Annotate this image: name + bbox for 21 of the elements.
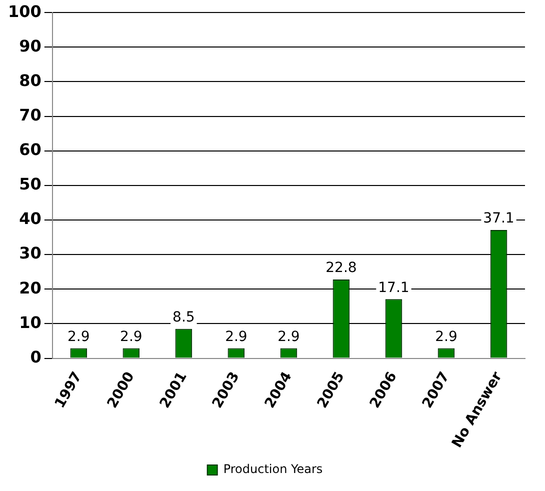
y-tick-label: 40	[19, 209, 42, 228]
legend-label: Production Years	[223, 462, 323, 476]
data-label: 17.1	[378, 280, 410, 296]
data-label: 37.1	[483, 210, 514, 227]
y-tick-label: 70	[19, 105, 42, 124]
y-tick-label: 20	[19, 278, 42, 298]
data-label: 2.9	[120, 328, 142, 345]
y-tick-label: 100	[8, 2, 42, 21]
y-tick-label: 0	[30, 347, 42, 366]
data-label: 2.9	[278, 328, 300, 345]
data-label: 22.8	[326, 260, 357, 276]
data-label: 2.9	[225, 328, 248, 345]
data-label: 8.5	[172, 310, 195, 326]
y-tick-label: 90	[19, 36, 42, 56]
data-label: 2.9	[435, 328, 458, 345]
data-label: 2.9	[68, 328, 90, 345]
y-tick-label: 10	[19, 312, 42, 332]
y-tick-label: 80	[19, 70, 42, 90]
y-tick-label: 30	[19, 244, 42, 263]
y-tick-label: 50	[19, 174, 42, 194]
y-tick-label: 60	[19, 140, 42, 160]
